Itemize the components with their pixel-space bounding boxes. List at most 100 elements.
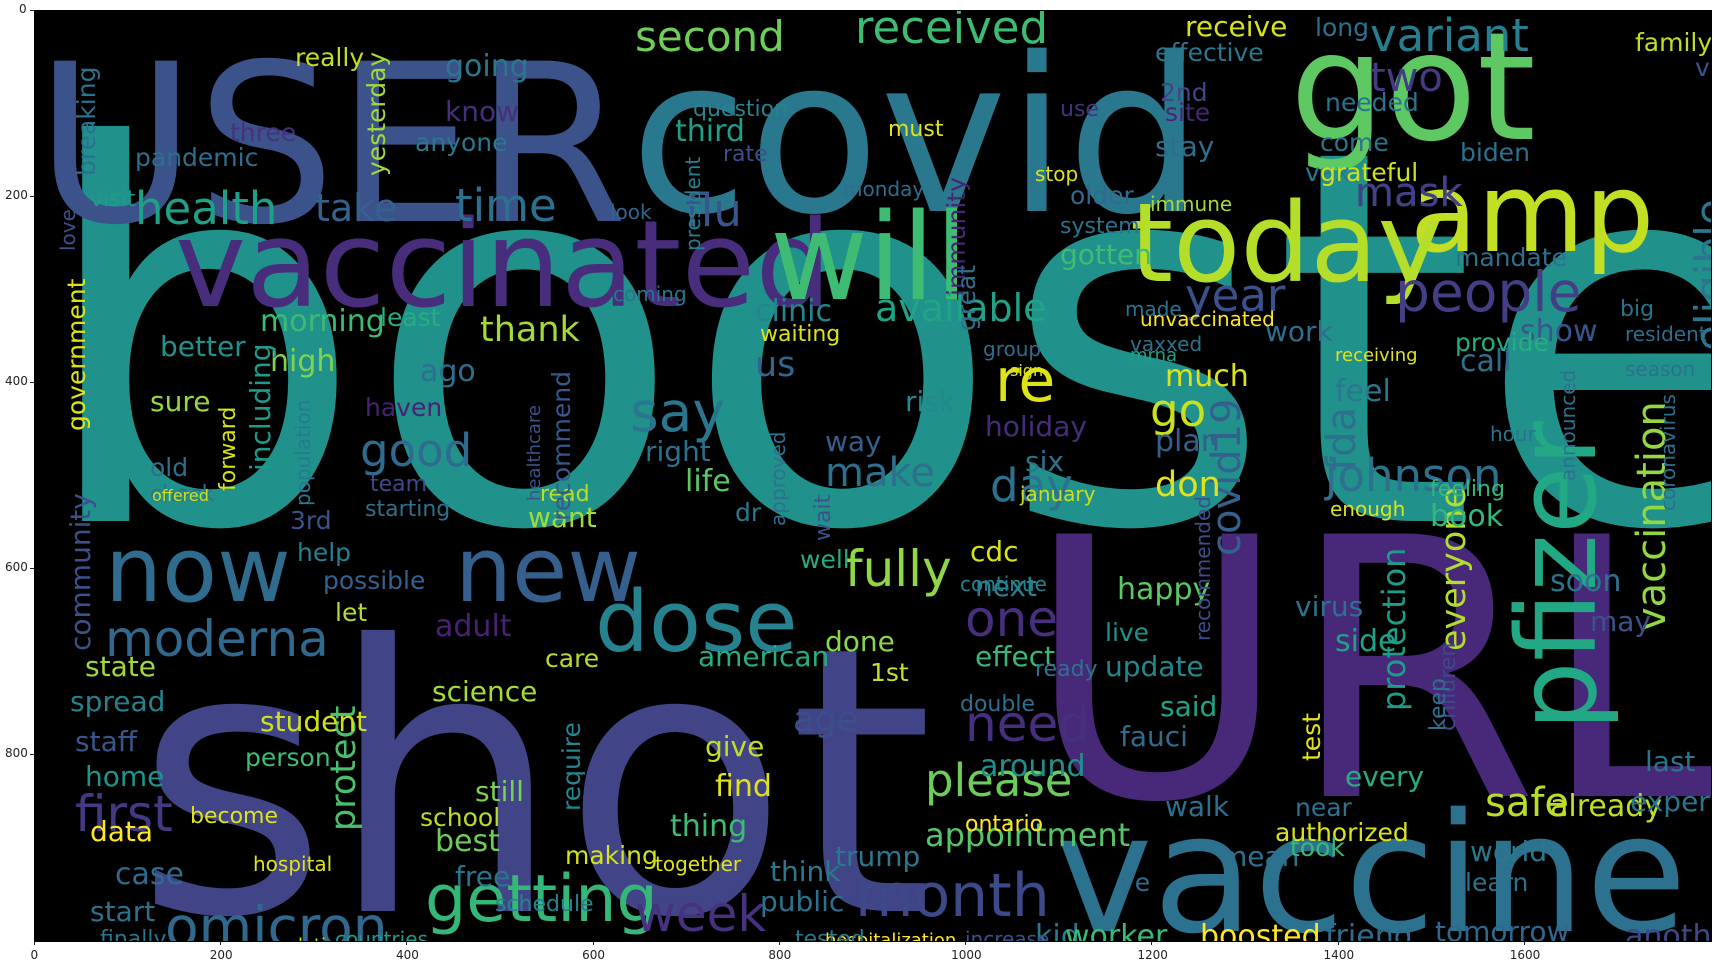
x-tick-mark [220, 941, 222, 945]
word-vaccinated: vaccinated [175, 196, 831, 335]
word-well: well [800, 545, 850, 574]
word-ready: ready [1035, 657, 1098, 682]
word-student: student [260, 705, 367, 738]
word-must: must [888, 117, 944, 142]
word-need: need [965, 695, 1090, 753]
word-will: will [770, 189, 968, 328]
word-now: now [105, 518, 291, 623]
y-tick-mark [30, 10, 34, 11]
word-take: take [315, 186, 397, 230]
word-kid: kid [1035, 919, 1080, 941]
word-read: read [540, 482, 590, 507]
word-still: still [475, 775, 524, 808]
word-cloud-plot: boostershot covid URL USER vaccine vaccinated… [34, 10, 1712, 942]
word-enough: enough [1330, 497, 1405, 521]
word-recommend: recommend [547, 371, 576, 521]
word-boosted: boosted [1200, 919, 1321, 941]
word-available: available [875, 286, 1047, 330]
word-day: day [990, 459, 1073, 512]
word-community: community [64, 493, 97, 651]
word-fda: fda [1319, 407, 1365, 471]
word-adult: adult [435, 609, 512, 644]
word-season: season [1625, 357, 1695, 381]
word-say: say [630, 380, 725, 444]
word-feeling: feeling [1430, 477, 1505, 502]
word-pfizer: pfizer [1493, 420, 1621, 731]
word-case: case [115, 857, 184, 892]
word-friend: friend [1325, 919, 1413, 941]
word-sure: sure [150, 385, 210, 418]
word-haven: haven [365, 393, 442, 422]
word-us: us [755, 345, 795, 385]
word-population: population [291, 400, 315, 506]
word-another: another [1625, 919, 1711, 941]
word-breaking: breaking [72, 67, 101, 176]
word-world: world [1470, 835, 1547, 868]
word-least: least [380, 303, 441, 332]
y-tick-label: 600 [5, 560, 28, 574]
word-booster: booster [35, 38, 1711, 644]
word-book: book [1430, 499, 1504, 534]
word-free: free [455, 860, 510, 893]
word-ago: ago [420, 354, 476, 389]
word-variant: variant [1370, 11, 1529, 62]
x-tick-mark [1337, 941, 1339, 945]
x-tick-label: 200 [209, 948, 233, 962]
word-cloud: boostershot covid URL USER vaccine vaccinated… [35, 11, 1711, 941]
word-require: require [557, 722, 586, 811]
word-second: second [635, 12, 785, 61]
word-made: made [1125, 297, 1182, 321]
word-ye: ye [1120, 868, 1150, 897]
word-expert: expert [1630, 785, 1711, 818]
word-pandemic: pandemic [135, 143, 258, 172]
word-high: high [270, 344, 335, 379]
word-great: great [952, 265, 981, 331]
y-tick-label: 200 [5, 188, 28, 202]
word-dr: dr [735, 498, 762, 527]
word-year: year [1185, 269, 1286, 322]
word-really: really [295, 43, 364, 72]
word-love: love [56, 209, 80, 251]
word-week: week [635, 885, 766, 941]
word-trump: trump [835, 840, 920, 873]
word-new: new [455, 518, 641, 623]
word-coronavirus: coronavirus [1656, 394, 1680, 511]
word-resident: resident [1625, 322, 1707, 346]
word-make: make [825, 450, 935, 496]
word-fauci: fauci [1120, 720, 1188, 753]
word-stop: stop [1035, 162, 1078, 186]
word-sign: sign [1010, 361, 1043, 380]
word-visit: visit [90, 187, 136, 212]
word-american: american [698, 640, 829, 673]
word-site: site [1165, 98, 1210, 127]
x-tick-mark [592, 941, 594, 945]
word-countries: countries [335, 927, 428, 941]
word-staff: staff [75, 725, 138, 758]
word-yesterday: yesterday [362, 52, 391, 176]
word-including: including [244, 343, 277, 471]
word-unvaccinated: unvaccinated [1140, 307, 1275, 331]
word-together: together [655, 852, 742, 876]
word-starting: starting [365, 497, 450, 522]
word-gotten: gotten [1060, 238, 1152, 271]
word-come: come [1320, 128, 1389, 157]
word-healthcare: healthcare [524, 405, 545, 501]
word-immunity: immunity [942, 177, 971, 296]
word-risk: risk [905, 385, 956, 418]
word-home: home [85, 760, 164, 793]
word-side: side [1335, 624, 1396, 659]
word-virus: virus [1295, 590, 1363, 623]
word-coming: coming [613, 282, 687, 306]
word-approved: approved [766, 431, 790, 526]
word-walk: walk [1165, 790, 1230, 823]
word-covid: covid [630, 11, 1203, 262]
x-tick-label: 1400 [1323, 948, 1355, 962]
word-took: took [1290, 833, 1345, 862]
word-said: said [1160, 690, 1217, 723]
word-vaccination: vaccination [1629, 401, 1675, 631]
word-flu: flu [685, 184, 742, 237]
word-protect: protect [324, 706, 364, 831]
word-1st: 1st [870, 658, 909, 687]
word-appointment: appointment [925, 816, 1130, 854]
word-protection: protection [1375, 548, 1413, 711]
